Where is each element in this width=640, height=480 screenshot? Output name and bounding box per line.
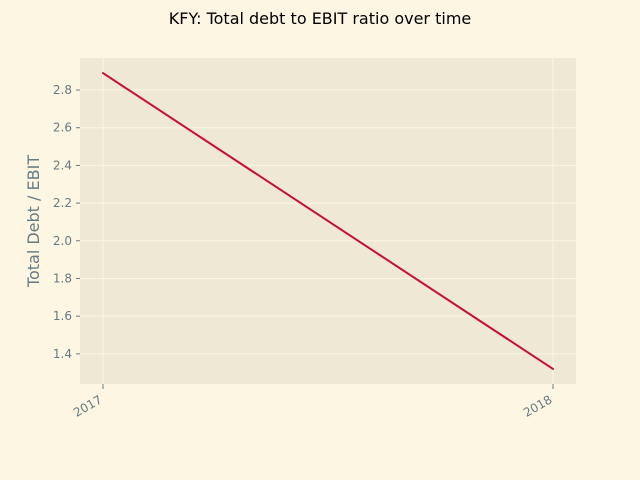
y-tick-label: 2.4 bbox=[53, 158, 72, 172]
y-axis-label: Total Debt / EBIT bbox=[24, 155, 43, 288]
y-tick-label: 2.8 bbox=[53, 83, 72, 97]
y-tick-label: 1.8 bbox=[53, 271, 72, 285]
series-layer bbox=[102, 72, 554, 370]
y-axis-ticks: 1.4 1.6 1.8 2.0 2.2 2.4 2.6 2.8 bbox=[53, 83, 80, 361]
x-tick-label: 2017 bbox=[71, 392, 104, 419]
y-tick-label: 2.0 bbox=[53, 234, 72, 248]
grid-lines bbox=[80, 58, 576, 384]
y-tick-label: 1.6 bbox=[53, 309, 72, 323]
series-line bbox=[102, 72, 554, 370]
chart-title: KFY: Total debt to EBIT ratio over time bbox=[169, 9, 472, 28]
y-tick-label: 2.2 bbox=[53, 196, 72, 210]
x-axis-ticks: 2017 2018 bbox=[71, 384, 555, 420]
y-tick-label: 2.6 bbox=[53, 121, 72, 135]
x-tick-label: 2018 bbox=[521, 392, 554, 419]
y-tick-label: 1.4 bbox=[53, 347, 72, 361]
